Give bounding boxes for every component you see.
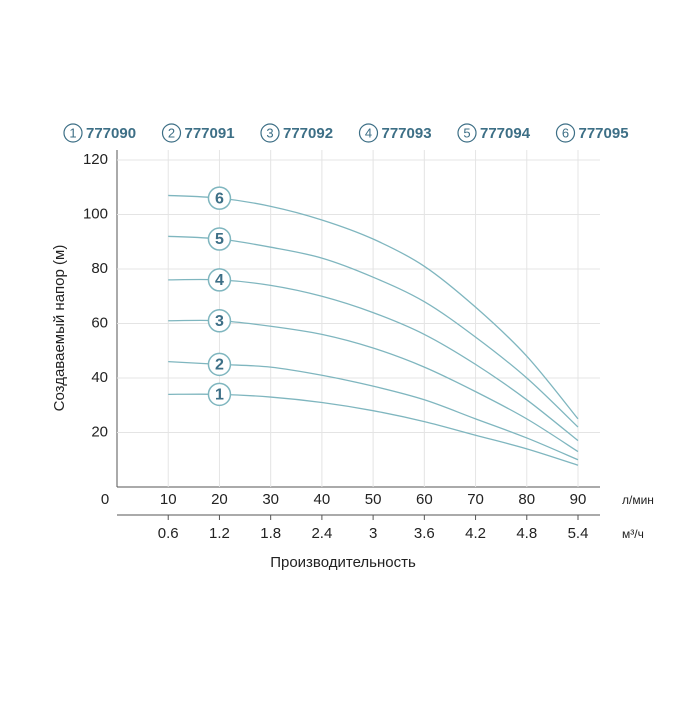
y-tick-label: 80 xyxy=(91,260,108,277)
x2-tick-label: 4.8 xyxy=(516,525,537,542)
curve-label: 5 xyxy=(215,231,224,248)
x-unit: л/мин xyxy=(622,493,654,507)
x2-tick-label: 0.6 xyxy=(158,525,179,542)
legend-entry: 777091 xyxy=(185,125,235,142)
x-tick-label: 80 xyxy=(518,491,535,508)
legend-badge xyxy=(63,123,83,143)
legend-entry: 777093 xyxy=(382,125,432,142)
x-tick-label: 0 xyxy=(101,491,109,508)
x2-tick-label: 3 xyxy=(369,525,377,542)
legend-badge xyxy=(358,123,379,143)
x2-tick-label: 1.2 xyxy=(209,525,230,542)
x2-tick-label: 1.8 xyxy=(260,525,281,542)
curve-badge xyxy=(207,186,232,210)
curve-badge xyxy=(207,352,232,377)
x-tick-label: 30 xyxy=(262,491,279,508)
curve xyxy=(168,393,579,466)
legend-badge xyxy=(457,123,477,143)
x-tick-label: 20 xyxy=(211,491,228,508)
curve-badge xyxy=(207,309,232,333)
y-tick-label: 60 xyxy=(91,314,108,331)
x2-tick-label: 5.4 xyxy=(568,525,589,542)
x2-tick-label: 4.2 xyxy=(465,525,486,542)
legend-entry: 777094 xyxy=(480,125,531,142)
x-tick-label: 70 xyxy=(467,491,484,508)
legend-entry: 777092 xyxy=(283,125,333,142)
curve xyxy=(168,194,579,420)
x-tick-label: 40 xyxy=(314,491,331,508)
curve-badge xyxy=(207,268,232,292)
curve-label: 3 xyxy=(215,313,224,330)
x2-tick-label: 2.4 xyxy=(311,525,332,542)
y-tick-label: 40 xyxy=(91,369,108,386)
curve-label: 6 xyxy=(215,190,224,207)
x2-tick-label: 3.6 xyxy=(414,525,435,542)
y-tick-label: 20 xyxy=(91,423,108,440)
x-tick-label: 60 xyxy=(416,491,433,508)
legend-number: 6 xyxy=(562,125,569,140)
legend-number: 5 xyxy=(463,125,470,140)
x2-unit: м³/ч xyxy=(622,527,644,541)
legend-badge xyxy=(161,123,182,143)
curve-badge xyxy=(207,382,232,407)
legend-number: 3 xyxy=(266,125,273,140)
legend-entry: 777095 xyxy=(579,125,629,142)
y-tick-label: 100 xyxy=(83,205,108,222)
curve-label: 2 xyxy=(215,357,224,374)
legend-badge xyxy=(555,123,576,143)
y-tick-label: 120 xyxy=(83,151,108,168)
curve xyxy=(168,278,579,442)
curve xyxy=(168,361,579,461)
x-axis-label: Производительность xyxy=(270,554,416,571)
curve-badge xyxy=(207,227,232,251)
legend-badge xyxy=(260,123,280,143)
curve xyxy=(168,319,579,453)
legend-number: 1 xyxy=(69,125,76,140)
curve-label: 1 xyxy=(215,387,224,404)
legend-number: 2 xyxy=(168,125,175,140)
curve-label: 4 xyxy=(215,272,224,289)
y-axis-label: Создаваемый напор (м) xyxy=(51,245,68,412)
curve xyxy=(168,235,579,428)
legend-number: 4 xyxy=(365,125,372,140)
x-tick-label: 90 xyxy=(570,491,587,508)
x-tick-label: 10 xyxy=(160,491,177,508)
x-tick-label: 50 xyxy=(365,491,382,508)
legend-entry: 777090 xyxy=(86,125,136,142)
